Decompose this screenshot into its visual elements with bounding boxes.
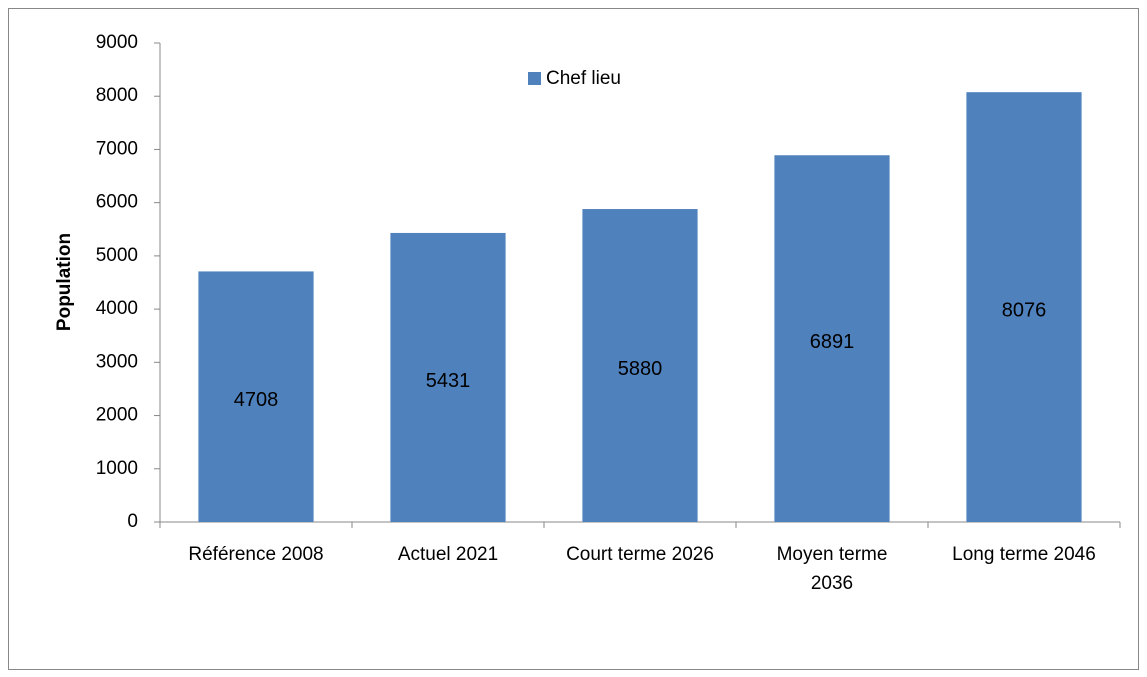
bar xyxy=(198,271,314,522)
y-tick-label: 4000 xyxy=(96,298,138,319)
bar xyxy=(390,232,506,522)
data-label: 4708 xyxy=(234,389,279,411)
data-label: 5431 xyxy=(426,370,471,392)
y-tick-label: 9000 xyxy=(96,32,138,53)
bar xyxy=(582,209,698,522)
x-tick-label: Actuel 2021 xyxy=(397,544,499,565)
y-tick-label: 1000 xyxy=(96,458,138,479)
x-tick-label: Moyen terme 2036 xyxy=(776,544,888,594)
x-tick-label-box: Actuel 2021 xyxy=(397,544,499,565)
x-tick-label-box: Moyen terme 2036 xyxy=(776,544,888,594)
y-tick-label: 8000 xyxy=(96,85,138,106)
y-tick-label: 0 xyxy=(127,511,138,532)
legend-label: Chef lieu xyxy=(546,68,621,89)
x-tick-label: Court terme 2026 xyxy=(566,544,714,565)
x-tick-label: Référence 2008 xyxy=(188,544,324,565)
y-tick-label: 3000 xyxy=(96,351,138,372)
bar xyxy=(774,155,890,522)
data-label: 6891 xyxy=(810,331,855,353)
y-tick-label: 7000 xyxy=(96,138,138,159)
x-tick-label-box: Long terme 2046 xyxy=(952,544,1096,565)
y-tick-label: 5000 xyxy=(96,245,138,266)
x-tick-label-box: Référence 2008 xyxy=(188,544,324,565)
y-tick-label: 6000 xyxy=(96,192,138,213)
y-axis-label: Population xyxy=(54,233,75,331)
legend-swatch xyxy=(528,72,541,85)
data-label: 5880 xyxy=(618,358,663,380)
data-label: 8076 xyxy=(1002,299,1047,321)
x-tick-label: Long terme 2046 xyxy=(952,544,1096,565)
x-tick-label-box: Court terme 2026 xyxy=(566,544,714,565)
bar xyxy=(966,92,1082,522)
chart-border xyxy=(8,8,1139,670)
y-tick-label: 2000 xyxy=(96,405,138,426)
